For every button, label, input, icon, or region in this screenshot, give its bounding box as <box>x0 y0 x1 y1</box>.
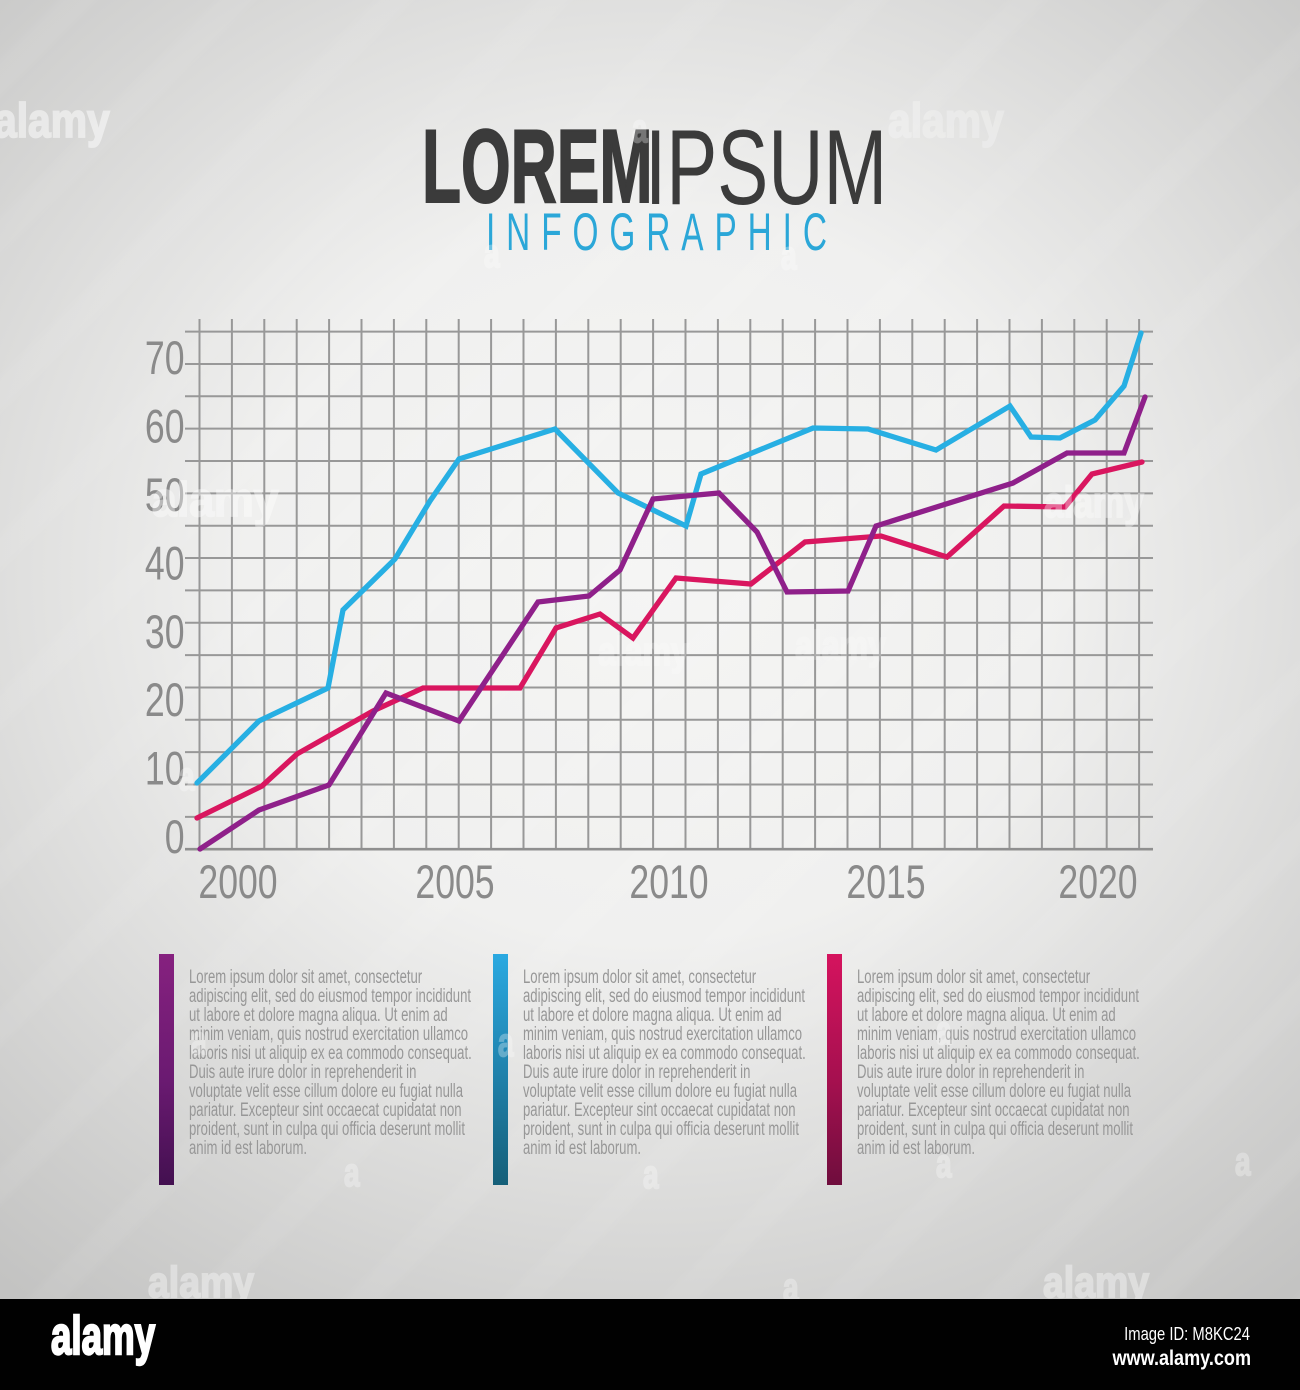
svg-text:40: 40 <box>145 537 185 590</box>
svg-text:50: 50 <box>145 468 185 521</box>
svg-text:2010: 2010 <box>629 855 708 908</box>
svg-text:20: 20 <box>145 673 185 726</box>
svg-text:2000: 2000 <box>198 855 277 908</box>
svg-text:0: 0 <box>165 810 185 863</box>
svg-text:70: 70 <box>145 331 185 384</box>
svg-text:2020: 2020 <box>1058 855 1137 908</box>
svg-text:2015: 2015 <box>846 855 925 908</box>
svg-text:60: 60 <box>145 400 185 453</box>
svg-text:30: 30 <box>145 605 185 658</box>
svg-text:2005: 2005 <box>415 855 494 908</box>
svg-text:10: 10 <box>145 742 185 795</box>
